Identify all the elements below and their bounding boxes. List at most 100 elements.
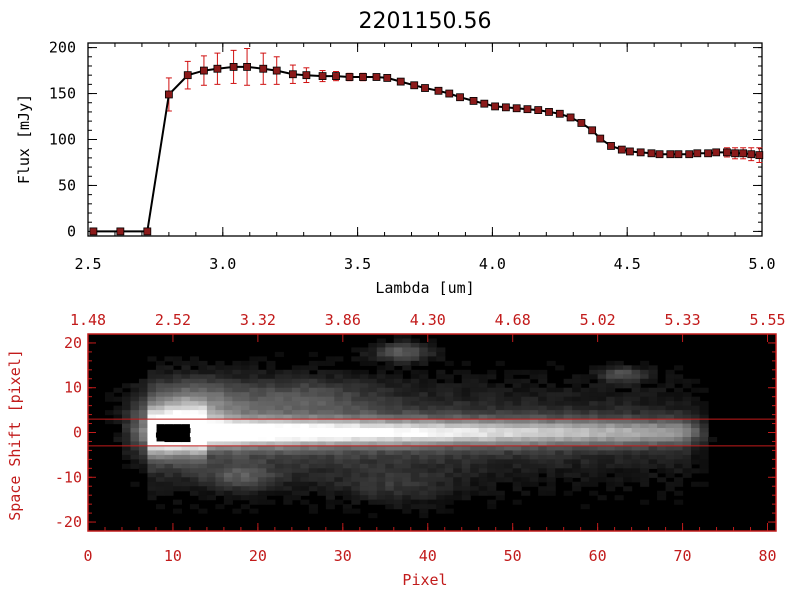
heatmap-cell: [393, 428, 403, 434]
heatmap-cell: [376, 481, 386, 487]
data-point: [396, 77, 405, 86]
heatmap-cell: [359, 436, 369, 443]
heatmap-cell: [393, 334, 403, 340]
heatmap-cell: [147, 441, 157, 447]
heatmap-cell: [427, 504, 437, 510]
heatmap-cell: [512, 463, 522, 469]
heatmap-cell: [419, 383, 429, 389]
heatmap-cell: [300, 396, 310, 402]
heatmap-cell: [419, 436, 429, 443]
heatmap-cell: [121, 450, 132, 456]
heatmap-cell: [631, 401, 641, 407]
heatmap-cell: [198, 369, 208, 375]
heatmap-cell: [300, 445, 310, 452]
heatmap-cell: [283, 468, 293, 474]
heatmap-cell: [291, 477, 301, 483]
heatmap-cell: [249, 423, 259, 429]
heatmap-cell: [402, 419, 412, 425]
heatmap-cell: [478, 432, 488, 438]
heatmap-cell: [164, 396, 174, 402]
heatmap-cell: [512, 481, 522, 487]
heatmap-cell: [682, 378, 692, 384]
heatmap-cell: [359, 445, 369, 452]
heatmap-cell: [147, 378, 157, 384]
heatmap-cell: [665, 445, 675, 452]
heatmap-cell: [470, 432, 480, 438]
heatmap-cell: [334, 490, 344, 496]
heatmap-cell: [359, 378, 369, 384]
heatmap-cell: [589, 459, 599, 465]
heatmap-cell: [436, 419, 446, 425]
heatmap-cell: [410, 356, 420, 362]
y-tick-label: 200: [49, 39, 76, 57]
heatmap-cell: [699, 468, 709, 474]
heatmap-cell: [555, 410, 565, 416]
heatmap-cell: [640, 369, 650, 375]
heatmap-cell: [614, 481, 624, 487]
heatmap-cell: [546, 383, 556, 389]
heatmap-cell: [410, 490, 420, 496]
heatmap-cell: [648, 387, 658, 393]
heatmap-cell: [300, 463, 310, 469]
heatmap-cell: [215, 441, 225, 447]
heatmap-cell: [308, 360, 318, 366]
heatmap-cell: [223, 428, 233, 434]
heatmap-cell: [283, 405, 293, 411]
heatmap-cell: [308, 436, 318, 443]
heatmap-cell: [121, 419, 132, 425]
heatmap-cell: [283, 477, 293, 483]
heatmap-cell: [249, 378, 259, 384]
heatmap-cell: [402, 463, 412, 469]
heatmap-cell: [521, 392, 531, 398]
heatmap-cell: [427, 459, 437, 465]
shift-tick-label: 10: [64, 379, 82, 397]
heatmap-cell: [572, 378, 582, 384]
heatmap-cell: [521, 468, 531, 474]
heatmap-cell: [283, 463, 293, 469]
data-point: [480, 99, 489, 108]
heatmap-cell: [682, 441, 692, 447]
heatmap-cell: [240, 419, 250, 425]
heatmap-cell: [504, 414, 514, 420]
heatmap-cell: [461, 463, 471, 469]
heatmap-cell: [597, 387, 607, 393]
heatmap-cell: [266, 486, 276, 492]
spectrum-x-axis-label: Lambda [um]: [375, 279, 474, 297]
heatmap-cell: [453, 468, 463, 474]
heatmap-cell: [461, 401, 471, 407]
heatmap-cell: [563, 436, 573, 443]
heatmap-cell: [597, 477, 607, 483]
heatmap-cell: [104, 419, 115, 425]
heatmap-cell: [206, 378, 216, 384]
heatmap-cell: [240, 481, 250, 487]
heatmap-cell: [232, 445, 242, 452]
heatmap-cell: [563, 396, 573, 402]
heatmap-cell: [410, 504, 420, 510]
heatmap-cell: [402, 338, 412, 344]
heatmap-cell: [198, 428, 208, 434]
heatmap-cell: [342, 423, 352, 429]
heatmap-cell: [376, 365, 386, 371]
heatmap-cell: [368, 499, 378, 505]
heatmap-cell: [334, 401, 344, 407]
heatmap-cell: [138, 387, 149, 393]
heatmap-cell: [368, 374, 378, 380]
heatmap-cell: [512, 392, 522, 398]
heatmap-cell: [351, 463, 361, 469]
heatmap-cell: [257, 405, 267, 411]
heatmap-cell: [189, 356, 200, 362]
heatmap-cell: [631, 459, 641, 465]
heatmap-cell: [376, 401, 386, 407]
heatmap-cell: [546, 414, 556, 420]
heatmap-cell: [147, 450, 157, 456]
heatmap-cell: [291, 401, 301, 407]
heatmap-cell: [249, 401, 259, 407]
heatmap-cell: [495, 490, 505, 496]
heatmap-cell: [325, 432, 335, 438]
heatmap-cell: [164, 419, 174, 425]
heatmap-cell: [699, 441, 709, 447]
heatmap-cell: [147, 356, 157, 362]
heatmap-cell: [657, 490, 667, 496]
heatmap-cell: [317, 432, 327, 438]
heatmap-cell: [461, 387, 471, 393]
